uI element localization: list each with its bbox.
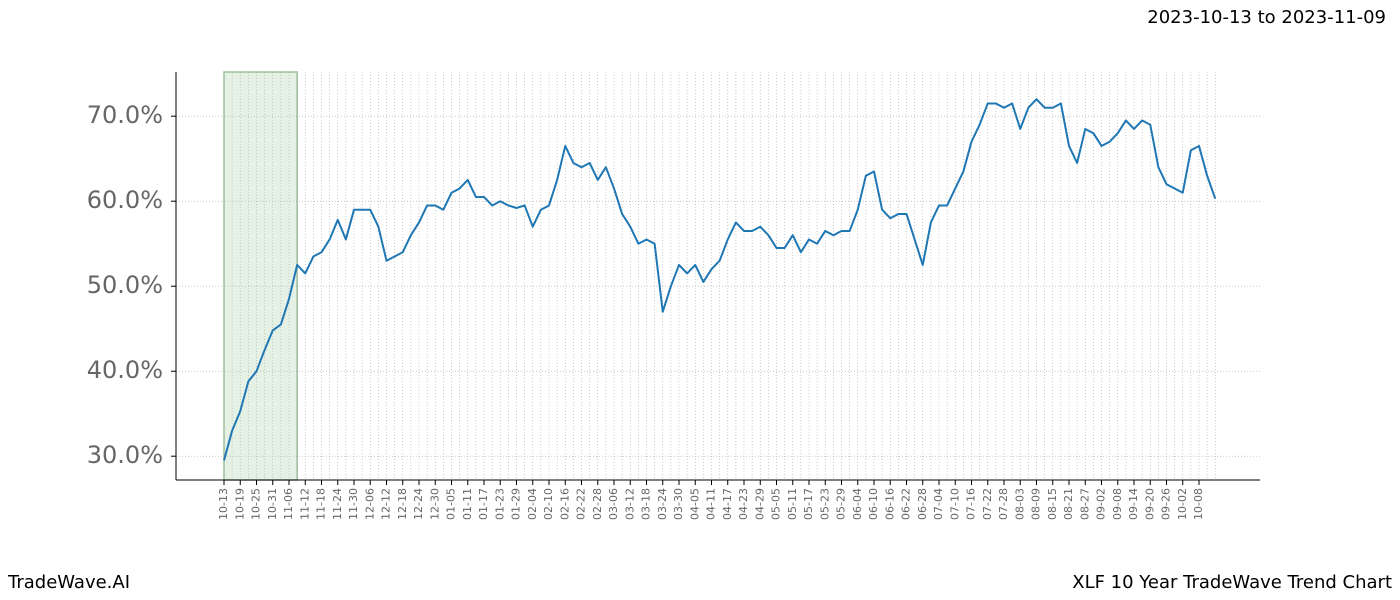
x-tick-label: 11-06 xyxy=(282,488,295,520)
footer-right: XLF 10 Year TradeWave Trend Chart xyxy=(1072,572,1392,593)
x-tick-label: 08-15 xyxy=(1046,488,1059,520)
x-tick-label: 04-05 xyxy=(688,488,701,520)
trend-line xyxy=(223,98,1217,461)
x-tick-label: 06-28 xyxy=(916,488,929,520)
x-tick-label: 12-12 xyxy=(380,488,393,520)
y-tick-label: 30.0% xyxy=(87,441,163,469)
x-tick-label: 07-10 xyxy=(948,488,961,520)
x-tick-label: 04-29 xyxy=(753,488,766,520)
subtitle: 2023-10-13 to 2023-11-09 xyxy=(1147,7,1386,28)
x-tick-label: 07-28 xyxy=(997,488,1010,520)
x-tick-label: 07-22 xyxy=(981,488,994,520)
x-tick-label: 03-24 xyxy=(656,488,669,520)
x-tick-label: 05-29 xyxy=(835,488,848,520)
x-tick-label: 02-10 xyxy=(542,488,555,520)
x-tick-label: 07-16 xyxy=(965,488,978,520)
highlight-span xyxy=(223,71,298,481)
x-tick-label: 04-23 xyxy=(737,488,750,520)
y-tick-label: 70.0% xyxy=(87,101,163,129)
footer-left: TradeWave.AI xyxy=(7,572,130,593)
y-tick-label: 40.0% xyxy=(87,356,163,384)
x-tick-label: 01-17 xyxy=(477,488,490,520)
x-tick-label: 08-21 xyxy=(1062,488,1075,520)
x-tick-label: 11-12 xyxy=(298,488,311,520)
x-tick-label: 10-13 xyxy=(217,488,230,520)
x-tick-label: 04-11 xyxy=(705,488,718,520)
x-tick-label: 11-18 xyxy=(315,488,328,520)
x-tick-label: 06-04 xyxy=(851,488,864,520)
x-tick-label: 04-17 xyxy=(721,488,734,520)
x-tick-label: 06-22 xyxy=(900,488,913,520)
x-tick-label: 05-11 xyxy=(786,488,799,520)
y-tick-label: 60.0% xyxy=(87,186,163,214)
x-tick-label: 09-14 xyxy=(1127,488,1140,520)
x-tick-label: 05-05 xyxy=(770,488,783,520)
x-tick-label: 11-30 xyxy=(347,488,360,520)
x-tick-label: 07-04 xyxy=(932,488,945,520)
x-tick-label: 08-03 xyxy=(1013,488,1026,520)
x-tick-label: 08-09 xyxy=(1030,488,1043,520)
x-tick-label: 03-06 xyxy=(607,488,620,520)
x-tick-label: 01-23 xyxy=(493,488,506,520)
x-tick-label: 11-24 xyxy=(331,488,344,520)
x-tick-label: 02-16 xyxy=(558,488,571,520)
x-tick-label: 03-18 xyxy=(640,488,653,520)
y-tick-label: 50.0% xyxy=(87,271,163,299)
x-tick-label: 09-02 xyxy=(1095,488,1108,520)
x-tick-label: 10-25 xyxy=(250,488,263,520)
x-tick-label: 12-06 xyxy=(363,488,376,520)
x-tick-label: 10-31 xyxy=(266,488,279,520)
x-tick-label: 05-17 xyxy=(802,488,815,520)
x-tick-label: 03-12 xyxy=(623,488,636,520)
x-tick-label: 01-05 xyxy=(445,488,458,520)
x-tick-label: 01-11 xyxy=(461,488,474,520)
x-tick-label: 10-19 xyxy=(233,488,246,520)
x-tick-label: 12-18 xyxy=(396,488,409,520)
x-tick-label: 02-04 xyxy=(526,488,539,520)
x-tick-label: 08-27 xyxy=(1078,488,1091,520)
x-tick-label: 10-08 xyxy=(1192,488,1205,520)
x-tick-label: 12-24 xyxy=(412,488,425,520)
x-tick-label: 06-10 xyxy=(867,488,880,520)
x-tick-label: 02-22 xyxy=(575,488,588,520)
x-tick-label: 09-20 xyxy=(1143,488,1156,520)
x-tick-label: 10-02 xyxy=(1176,488,1189,520)
x-tick-label: 09-08 xyxy=(1111,488,1124,520)
x-tick-label: 01-29 xyxy=(510,488,523,520)
x-tick-label: 06-16 xyxy=(883,488,896,520)
x-tick-label: 03-30 xyxy=(672,488,685,520)
x-tick-label: 02-28 xyxy=(591,488,604,520)
x-tick-label: 12-30 xyxy=(428,488,441,520)
x-tick-label: 09-26 xyxy=(1160,488,1173,520)
x-tick-label: 05-23 xyxy=(818,488,831,520)
